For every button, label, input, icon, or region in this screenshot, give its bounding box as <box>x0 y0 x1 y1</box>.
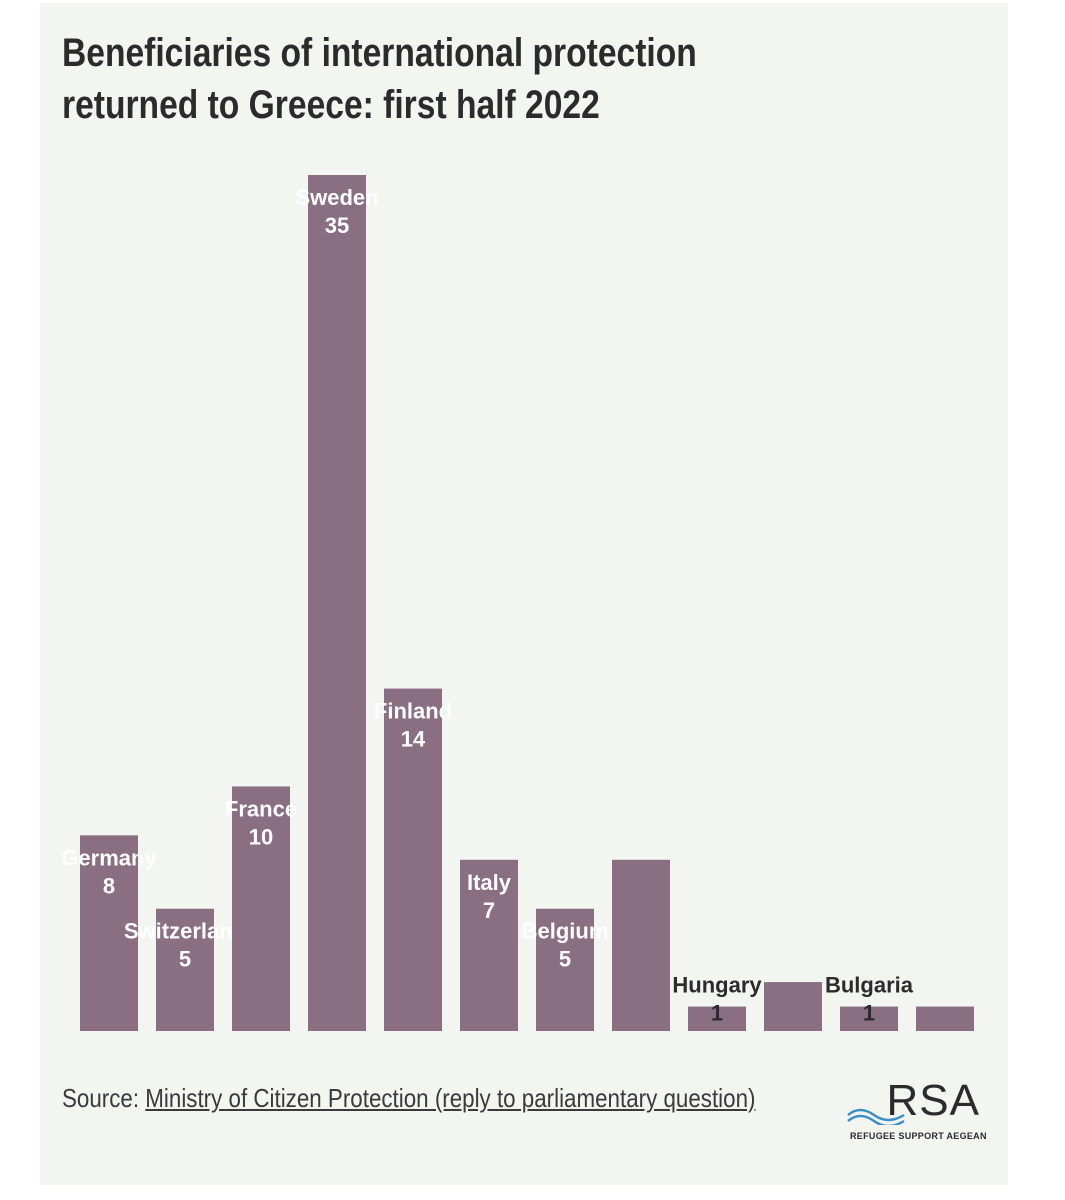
label-value-switzerland: 5 <box>179 947 191 972</box>
label-value-france: 10 <box>249 824 273 849</box>
label-value-sweden: 35 <box>325 213 349 238</box>
wave-icon <box>847 1108 905 1125</box>
bar-unlabeled-7 <box>612 859 670 1031</box>
bar-hungary <box>688 1006 746 1031</box>
logo-subtitle: REFUGEE SUPPORT AEGEAN <box>850 1131 987 1141</box>
bar-italy <box>460 859 518 1031</box>
label-value-germany: 8 <box>103 873 115 898</box>
label-value-italy: 7 <box>483 898 495 923</box>
label-name-france: France <box>225 796 297 821</box>
source-note: Source: Ministry of Citizen Protection (… <box>62 1079 755 1117</box>
source-prefix: Source: <box>62 1083 140 1113</box>
label-name-germany: Germany <box>61 845 157 870</box>
chart-title-line1: Beneficiaries of international protectio… <box>62 31 697 75</box>
bar-bulgaria <box>840 1006 898 1031</box>
label-name-finland: Finland <box>374 699 452 724</box>
bar-belgium <box>536 908 594 1031</box>
label-name-belgium: Belgium <box>522 919 609 944</box>
bar-sweden <box>308 175 366 1031</box>
bar-germany <box>80 835 138 1031</box>
bar-switzerland <box>156 908 214 1031</box>
label-name-bulgaria: Bulgaria <box>825 973 914 998</box>
label-name-italy: Italy <box>467 870 512 895</box>
label-value-finland: 14 <box>401 727 426 752</box>
label-name-switzerland: Switzerland <box>124 919 246 944</box>
label-value-bulgaria: 1 <box>863 1001 875 1026</box>
source-link[interactable]: Ministry of Citizen Protection (reply to… <box>145 1083 756 1113</box>
label-name-sweden: Sweden <box>295 185 378 210</box>
chart-card: Beneficiaries of international protectio… <box>40 3 1008 1185</box>
bar-finland <box>384 688 442 1031</box>
rsa-logo: RSA REFUGEE SUPPORT AEGEAN <box>846 1079 986 1149</box>
chart-title-line2: returned to Greece: first half 2022 <box>62 83 600 127</box>
label-value-hungary: 1 <box>711 1001 723 1026</box>
bar-chart: Germany 8 Switzerland 5 France 10 Sweden 35 Finl… <box>61 175 974 1031</box>
bar-france <box>232 786 290 1031</box>
chart-title: Beneficiaries of international protectio… <box>62 27 818 131</box>
label-value-belgium: 5 <box>559 947 571 972</box>
bar-unlabeled-11 <box>916 1006 974 1031</box>
bar-unlabeled-9 <box>764 982 822 1031</box>
label-name-hungary: Hungary <box>672 973 762 998</box>
